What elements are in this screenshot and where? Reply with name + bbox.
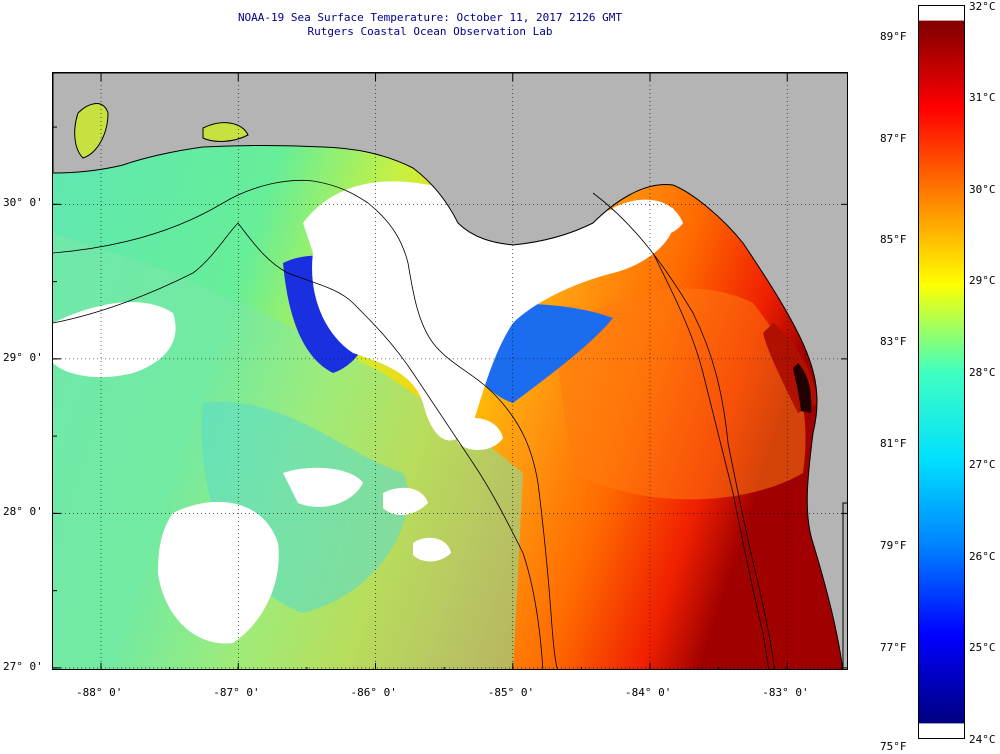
colorbar-fahrenheit-label: 79°F bbox=[880, 539, 907, 553]
colorbar-celsius-label: 31°C bbox=[969, 90, 996, 104]
contour-600ft-east bbox=[652, 252, 770, 669]
cloud-mass-central bbox=[303, 181, 675, 441]
longitude-label: -86° 0' bbox=[350, 686, 397, 699]
longitude-label: -84° 0' bbox=[625, 686, 672, 699]
sst-map-canvas bbox=[53, 73, 847, 669]
colorbar-celsius-label: 24°C bbox=[969, 733, 996, 746]
longitude-label: -88° 0' bbox=[76, 686, 123, 699]
map-title: NOAA-19 Sea Surface Temperature: October… bbox=[237, 11, 623, 24]
cloud-northeast bbox=[613, 199, 683, 239]
cloud-west bbox=[53, 302, 176, 378]
longitude-label: -85° 0' bbox=[487, 686, 535, 699]
contour-120ft-east bbox=[592, 192, 776, 669]
warm-water-region bbox=[553, 288, 806, 500]
colorbar-celsius-label: 32°C bbox=[969, 0, 996, 13]
cloud-small-4 bbox=[413, 537, 451, 562]
temperature-colorbar bbox=[918, 5, 965, 739]
longitude-label: -83° 0' bbox=[762, 686, 809, 699]
colorbar-celsius-label: 28°C bbox=[969, 366, 996, 379]
colorbar-celsius-label: 27°C bbox=[969, 457, 996, 471]
axis-ticks bbox=[53, 73, 847, 669]
contour-120ft bbox=[53, 180, 558, 669]
colorbar-fahrenheit-label: 77°F bbox=[880, 641, 907, 655]
colorbar-fahrenheit-label: 89°F bbox=[880, 29, 907, 43]
cloud-small-2 bbox=[383, 487, 428, 515]
colorbar-celsius-label: 25°C bbox=[969, 641, 996, 655]
colorbar-celsius-label: 26°C bbox=[969, 549, 996, 563]
longitude-label: -87° 0' bbox=[213, 686, 260, 699]
contour-600ft bbox=[53, 222, 544, 669]
sst-map[interactable] bbox=[52, 72, 848, 670]
latitude-label: 29° 0' bbox=[3, 350, 43, 364]
latitude-label: 27° 0' bbox=[3, 659, 43, 673]
map-subtitle: Rutgers Coastal Ocean Observation Lab bbox=[307, 25, 553, 38]
colorbar-fahrenheit-label: 81°F bbox=[880, 437, 907, 451]
hottest-coastal-spot bbox=[793, 363, 812, 413]
peninsula-coast bbox=[842, 502, 847, 669]
land bbox=[53, 73, 847, 669]
colorbar-gradient bbox=[919, 20, 964, 724]
cloud-southwest bbox=[158, 501, 279, 644]
colorbar-fahrenheit-label: 75°F bbox=[880, 740, 907, 753]
bathymetry-contours bbox=[53, 180, 776, 669]
land-mass bbox=[53, 73, 847, 669]
cloud-small-3 bbox=[453, 418, 503, 450]
pensacola-bay bbox=[202, 122, 249, 142]
latitude-label: 30° 0' bbox=[3, 196, 43, 210]
colorbar-fahrenheit-label: 83°F bbox=[880, 335, 907, 349]
latitude-label: 28° 0' bbox=[3, 505, 43, 519]
colorbar-celsius-label: 30°C bbox=[969, 182, 996, 196]
colorbar-fahrenheit-label: 87°F bbox=[880, 131, 907, 145]
graticule bbox=[53, 73, 847, 669]
colorbar-celsius-label: 29°C bbox=[969, 274, 996, 288]
cloud-cover bbox=[53, 77, 683, 644]
colorbar-fahrenheit-label: 85°F bbox=[880, 233, 907, 247]
cloud-small-1 bbox=[283, 467, 363, 507]
